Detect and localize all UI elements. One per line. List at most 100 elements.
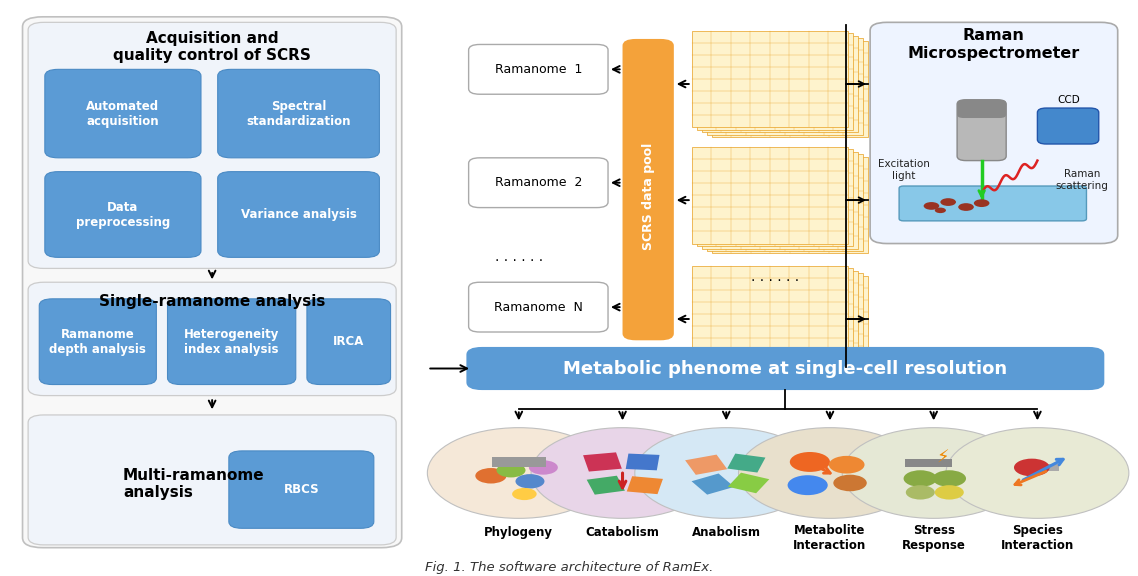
FancyBboxPatch shape <box>707 38 863 135</box>
Circle shape <box>512 488 537 500</box>
FancyBboxPatch shape <box>307 299 390 385</box>
FancyBboxPatch shape <box>229 451 373 528</box>
FancyBboxPatch shape <box>707 273 863 370</box>
FancyBboxPatch shape <box>711 40 868 137</box>
FancyBboxPatch shape <box>39 299 156 385</box>
Text: Variance analysis: Variance analysis <box>240 208 356 221</box>
FancyBboxPatch shape <box>23 17 402 548</box>
Bar <box>587 476 625 495</box>
Bar <box>1016 464 1058 471</box>
Bar <box>627 476 663 494</box>
Text: ⚡: ⚡ <box>937 449 949 467</box>
Text: Raman
Microspectrometer: Raman Microspectrometer <box>908 28 1080 60</box>
FancyBboxPatch shape <box>696 149 852 246</box>
FancyBboxPatch shape <box>622 39 674 340</box>
Circle shape <box>934 485 964 499</box>
Bar <box>692 473 734 495</box>
Circle shape <box>974 199 989 207</box>
Text: Ramanome
depth analysis: Ramanome depth analysis <box>49 328 147 356</box>
Circle shape <box>1014 458 1049 476</box>
FancyBboxPatch shape <box>28 282 396 396</box>
FancyBboxPatch shape <box>469 44 608 94</box>
Circle shape <box>833 475 867 491</box>
Text: Stress
Response: Stress Response <box>901 524 966 552</box>
FancyBboxPatch shape <box>692 266 848 362</box>
Text: Data
preprocessing: Data preprocessing <box>76 200 170 229</box>
Bar <box>728 473 769 493</box>
FancyBboxPatch shape <box>696 268 852 365</box>
Text: Multi-ramanome
analysis: Multi-ramanome analysis <box>123 468 264 501</box>
FancyBboxPatch shape <box>692 147 848 244</box>
FancyBboxPatch shape <box>957 100 1006 161</box>
Text: . . . . . .: . . . . . . <box>751 270 799 284</box>
Text: SCRS data pool: SCRS data pool <box>642 143 654 250</box>
Text: Automated
acquisition: Automated acquisition <box>86 100 159 128</box>
FancyBboxPatch shape <box>44 172 201 257</box>
Text: Ramanome  1: Ramanome 1 <box>495 63 582 76</box>
Text: Phylogeny: Phylogeny <box>485 526 553 539</box>
Text: Anabolism: Anabolism <box>692 526 760 539</box>
Circle shape <box>958 203 974 211</box>
Circle shape <box>924 202 939 210</box>
FancyBboxPatch shape <box>711 275 868 372</box>
FancyBboxPatch shape <box>871 22 1118 244</box>
Bar <box>626 453 660 471</box>
Text: Metabolic phenome at single-cell resolution: Metabolic phenome at single-cell resolut… <box>563 359 1007 377</box>
Text: Acquisition and
quality control of SCRS: Acquisition and quality control of SCRS <box>113 31 311 63</box>
Circle shape <box>516 474 544 488</box>
Text: Excitation
light: Excitation light <box>877 159 930 181</box>
FancyBboxPatch shape <box>469 158 608 207</box>
Circle shape <box>529 460 558 475</box>
Text: Species
Interaction: Species Interaction <box>1000 524 1074 552</box>
Text: . . . . . .: . . . . . . <box>495 251 543 264</box>
Circle shape <box>428 427 610 518</box>
FancyBboxPatch shape <box>702 36 858 132</box>
Text: RBCS: RBCS <box>283 483 319 496</box>
FancyBboxPatch shape <box>899 186 1087 221</box>
FancyBboxPatch shape <box>707 154 863 251</box>
Text: Fig. 1. The software architecture of RamEx.: Fig. 1. The software architecture of Ram… <box>424 560 714 574</box>
Circle shape <box>828 456 865 473</box>
Text: Ramanome  N: Ramanome N <box>494 301 583 313</box>
Circle shape <box>787 475 827 495</box>
FancyBboxPatch shape <box>692 31 848 127</box>
Circle shape <box>842 427 1025 518</box>
FancyBboxPatch shape <box>1038 108 1099 144</box>
FancyBboxPatch shape <box>217 69 379 158</box>
Text: Single-ramanome analysis: Single-ramanome analysis <box>99 294 325 309</box>
Text: CCD: CCD <box>1057 95 1080 105</box>
Bar <box>727 453 766 472</box>
Text: Raman
scattering: Raman scattering <box>1056 169 1108 191</box>
FancyBboxPatch shape <box>28 22 396 268</box>
FancyBboxPatch shape <box>44 69 201 158</box>
Circle shape <box>739 427 922 518</box>
Bar <box>685 454 727 475</box>
FancyBboxPatch shape <box>702 271 858 367</box>
Circle shape <box>904 470 937 487</box>
Bar <box>905 458 951 468</box>
FancyBboxPatch shape <box>217 172 379 257</box>
Text: Metabolite
Interaction: Metabolite Interaction <box>793 524 867 552</box>
Circle shape <box>635 427 818 518</box>
FancyBboxPatch shape <box>167 299 296 385</box>
Text: IRCA: IRCA <box>333 335 364 348</box>
FancyBboxPatch shape <box>702 151 858 248</box>
Text: Ramanome  2: Ramanome 2 <box>495 176 582 189</box>
FancyBboxPatch shape <box>28 415 396 545</box>
Circle shape <box>496 463 526 478</box>
Circle shape <box>934 207 946 213</box>
FancyBboxPatch shape <box>467 347 1104 390</box>
Bar <box>492 457 545 467</box>
Text: Catabolism: Catabolism <box>586 526 659 539</box>
Circle shape <box>906 485 934 499</box>
Circle shape <box>476 468 506 483</box>
FancyBboxPatch shape <box>711 157 868 253</box>
Circle shape <box>940 198 956 206</box>
Circle shape <box>531 427 714 518</box>
Bar <box>583 452 621 472</box>
Circle shape <box>790 452 830 472</box>
FancyBboxPatch shape <box>957 100 1006 118</box>
Circle shape <box>932 470 966 487</box>
FancyBboxPatch shape <box>696 33 852 130</box>
Text: Spectral
standardization: Spectral standardization <box>246 100 351 128</box>
